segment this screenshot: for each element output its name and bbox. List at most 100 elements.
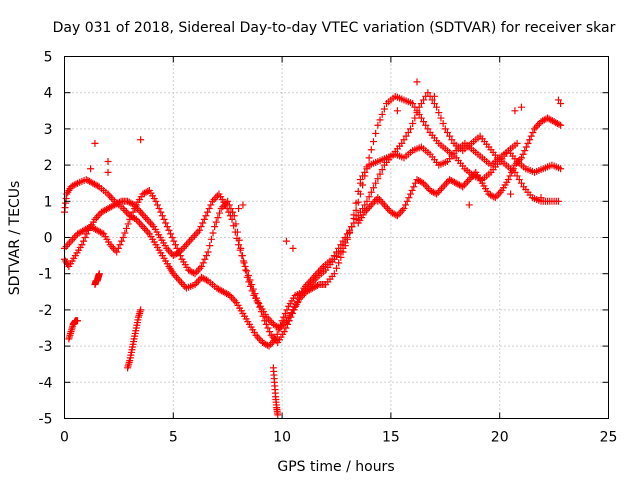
track-b-point bbox=[337, 253, 345, 261]
track-c-point bbox=[415, 103, 423, 111]
track-b-point bbox=[341, 242, 349, 250]
track-a-point bbox=[231, 297, 239, 305]
track-d-point bbox=[431, 189, 439, 197]
track-c-point bbox=[184, 239, 192, 247]
track-b-point bbox=[160, 215, 168, 223]
track-c-point bbox=[311, 272, 319, 280]
track-d-point bbox=[522, 143, 530, 151]
track-b-point bbox=[163, 223, 171, 231]
track-c-point bbox=[187, 235, 195, 243]
scattered-point bbox=[374, 197, 382, 205]
track-c-point bbox=[181, 243, 189, 251]
track-c-point bbox=[413, 109, 421, 117]
track-b-point bbox=[168, 234, 176, 241]
track-a-point bbox=[107, 194, 115, 202]
scattered-point bbox=[104, 157, 112, 165]
track-c-point bbox=[374, 175, 382, 183]
scattered-point bbox=[430, 92, 438, 100]
track-c-point bbox=[257, 308, 265, 316]
track-b-point bbox=[313, 281, 321, 289]
track-c-point bbox=[406, 125, 414, 133]
track-b-point bbox=[193, 268, 201, 276]
x-tick-label: 10 bbox=[273, 430, 291, 446]
scattered-point bbox=[91, 139, 99, 147]
track-c-point bbox=[280, 328, 288, 336]
axis-ticks bbox=[64, 56, 609, 419]
track-d-point bbox=[375, 195, 383, 203]
track-b-point bbox=[380, 105, 388, 113]
track-c-point bbox=[249, 285, 257, 293]
track-d-point bbox=[398, 206, 406, 214]
track-b-point bbox=[207, 235, 215, 243]
track-c-point bbox=[439, 119, 447, 127]
track-d-point bbox=[526, 136, 534, 144]
track-c-point bbox=[197, 223, 205, 231]
track-c-point bbox=[367, 188, 375, 196]
track-c-point bbox=[208, 197, 216, 205]
scattered-point bbox=[393, 107, 401, 115]
scattered-point bbox=[517, 103, 525, 111]
track-b-point bbox=[409, 100, 417, 108]
track-d-point bbox=[457, 182, 465, 190]
track-a-point bbox=[140, 224, 148, 232]
track-b-point bbox=[224, 197, 232, 205]
track-c-point bbox=[343, 230, 351, 238]
track-b-point bbox=[204, 248, 212, 256]
y-tick-label: 2 bbox=[44, 158, 53, 174]
track-d-point bbox=[504, 176, 512, 184]
track-c-point bbox=[194, 228, 202, 236]
track-b-point bbox=[67, 237, 75, 245]
track-b-point bbox=[201, 255, 209, 263]
track-a-point bbox=[229, 295, 237, 303]
track-a-point bbox=[280, 313, 288, 321]
track-d-point bbox=[496, 188, 504, 196]
track-b-point bbox=[119, 234, 127, 241]
track-a-point bbox=[106, 192, 114, 200]
track-b-point bbox=[212, 218, 220, 226]
track-b-point bbox=[111, 246, 119, 254]
track-a-point bbox=[137, 221, 145, 229]
track-c-point bbox=[513, 172, 521, 180]
track-d-point bbox=[532, 123, 540, 131]
track-c-point bbox=[339, 237, 347, 245]
track-b-point bbox=[65, 239, 73, 247]
y-tick-label: -5 bbox=[39, 412, 53, 428]
track-c-point bbox=[328, 255, 336, 263]
short-arc-3-point bbox=[95, 270, 103, 278]
track-c-point bbox=[233, 234, 241, 242]
track-d-point bbox=[403, 197, 411, 205]
y-tick-label: 3 bbox=[44, 122, 53, 138]
track-c-point bbox=[517, 179, 525, 187]
track-d-point bbox=[416, 177, 424, 185]
track-b-point bbox=[356, 190, 364, 198]
track-c-point bbox=[246, 276, 254, 284]
track-b-point bbox=[333, 264, 340, 272]
track-c-point bbox=[225, 208, 233, 216]
scattered-point bbox=[557, 100, 565, 108]
track-b-point bbox=[417, 114, 425, 122]
track-d-point bbox=[506, 172, 514, 180]
track-c-point bbox=[253, 294, 261, 302]
track-c-point bbox=[93, 214, 101, 222]
track-b-point bbox=[124, 220, 132, 228]
track-a-point bbox=[173, 273, 181, 281]
track-c-point bbox=[140, 212, 148, 220]
track-b-point bbox=[198, 262, 206, 270]
track-c-point bbox=[316, 266, 324, 274]
track-a-point bbox=[255, 335, 263, 343]
track-a-point bbox=[281, 310, 289, 318]
track-c-point bbox=[192, 230, 200, 238]
track-c-point bbox=[402, 132, 410, 140]
chart-title: Day 031 of 2018, Sidereal Day-to-day VTE… bbox=[53, 20, 616, 36]
track-b-point bbox=[196, 264, 204, 272]
track-d-point bbox=[362, 206, 370, 214]
track-c-point bbox=[94, 212, 102, 220]
x-tick-label: 0 bbox=[60, 430, 69, 446]
track-c-point bbox=[81, 234, 89, 241]
track-c-point bbox=[430, 100, 438, 108]
track-b-point bbox=[170, 237, 178, 245]
track-b-point bbox=[365, 154, 373, 162]
track-a-point bbox=[557, 165, 565, 173]
track-c-point bbox=[239, 257, 247, 265]
